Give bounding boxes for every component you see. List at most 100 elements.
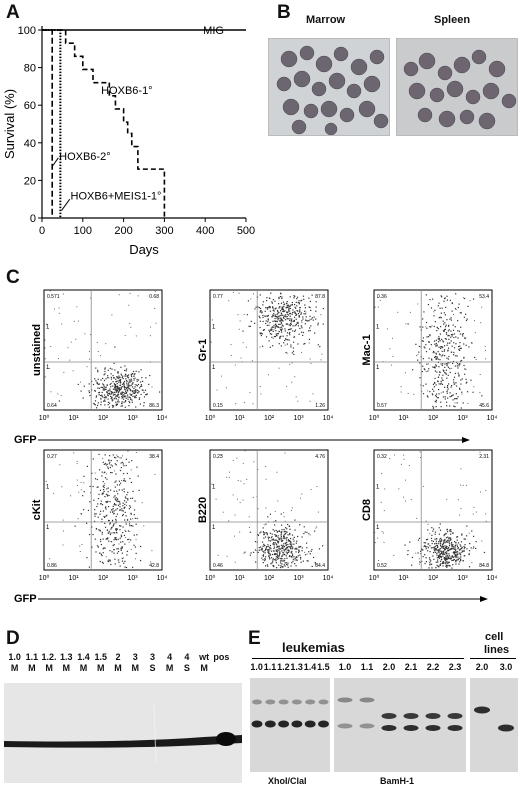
lane-label-bottom: M (200, 663, 208, 673)
blot-lane-label: 1.2. M (40, 652, 57, 674)
flow-x-tick: 10¹ (234, 415, 245, 422)
southern-lane-label: 1.1 (360, 662, 374, 672)
flow-x-tick: 10⁴ (487, 415, 498, 422)
gel-band (265, 699, 276, 705)
quadrant-value: 38.4 (149, 454, 159, 460)
marrow-cells-graphic (276, 45, 389, 135)
gel-band (318, 699, 329, 705)
southern-lane-label: 2.0 (475, 662, 489, 672)
series-line-hoxb6-meis1-1- (42, 29, 62, 218)
y-axis-title: Survival (%) (2, 89, 17, 159)
blot-lane-label: 1.3 M (58, 652, 75, 674)
leukemias-label: leukemias (282, 640, 345, 655)
x-axis-title: Days (129, 242, 159, 257)
flow-x-tick: 10¹ (234, 575, 245, 582)
lane-label-bottom: M (62, 663, 71, 673)
gel-band (278, 720, 290, 728)
southern-blot-bamh-image (334, 678, 466, 772)
quadrant-value: 0.77 (213, 294, 223, 300)
flow-x-tick: 10³ (127, 415, 138, 422)
gel-band (447, 725, 463, 731)
southern-lane-label: 1.1 (263, 662, 277, 672)
lane-label-bottom: pos (213, 652, 230, 662)
flow-x-tick: 10⁰ (39, 414, 50, 422)
blot-lane-label: pos (213, 652, 230, 663)
southern-blot-cell-lines-image (470, 678, 518, 772)
spleen-label: Spleen (434, 14, 471, 26)
flow-y-label: unstained (31, 324, 43, 376)
lane-label-top: 3 (149, 652, 155, 662)
series-line-hoxb6-1- (42, 29, 166, 218)
flow-y-tick: 1 (376, 484, 380, 490)
blot-lane-label: 1.0 M (6, 652, 23, 674)
y-tick-label: 80 (24, 63, 36, 75)
southern-lane-label: 2.2 (426, 662, 440, 672)
flow-x-tick: 10² (264, 575, 275, 582)
quadrant-value: 0.32 (377, 454, 387, 460)
flow-plot-b220: 0.23 4.76 0.46 84.4 B220 10⁰ 10¹ 10² 10³ 10⁴ 1 1 (197, 449, 333, 582)
lane-label-bottom: S (183, 663, 190, 673)
y-tick-label: 0 (30, 213, 36, 225)
lane-label-bottom: M (45, 663, 53, 673)
lane-label-top: wt (199, 652, 210, 662)
flow-x-tick: 10² (264, 415, 275, 422)
quadrant-value: 0.57 (377, 403, 387, 409)
flow-y-tick: 1 (46, 525, 50, 531)
quadrant-value: 0.36 (377, 294, 387, 300)
blot-lane-label: wt M (196, 652, 213, 674)
annotation-hoxb6-2: HOXB6-2° (59, 151, 110, 163)
flow-y-label: cKit (31, 499, 43, 520)
lane-label-top: 4 (184, 652, 190, 662)
flow-x-tick: 10² (428, 575, 439, 582)
quadrant-value: 87.8 (315, 294, 325, 300)
southern-blot-xhoi-image (250, 678, 330, 772)
lane-label-top: 3 (132, 652, 138, 662)
flow-plot-unstained: 0.571 0.68 0.64 86.3 unstained 10⁰ 10¹ 10² 10³ 10… (31, 289, 168, 422)
quadrant-value: 0.15 (213, 403, 223, 409)
lane-label-bottom: M (97, 663, 105, 673)
gel-band (474, 706, 490, 714)
gel-band (251, 720, 263, 728)
gel-band (291, 699, 302, 705)
lane-label-bottom: M (28, 663, 36, 673)
enzyme-bamh-label: BamH-1 (380, 776, 415, 786)
panel-letter-e: E (248, 628, 261, 649)
flow-x-tick: 10⁴ (323, 415, 334, 422)
flow-x-tick: 10¹ (398, 415, 409, 422)
western-blot-bands (4, 702, 242, 764)
flow-y-tick: 1 (212, 525, 216, 531)
leukemias-bracket (252, 658, 464, 659)
flow-x-tick: 10⁴ (157, 575, 168, 582)
gel-band (359, 697, 375, 703)
panel-letter-d: D (6, 628, 20, 649)
gel-band (425, 713, 441, 719)
southern-lane-label: 2.1 (404, 662, 418, 672)
southern-lane-label: 2.3 (448, 662, 462, 672)
flow-x-tick: 10⁰ (369, 574, 380, 582)
lane-label-bottom: M (114, 663, 122, 673)
gfp-axis-label-row2: GFP (14, 593, 37, 605)
quadrant-value: 0.52 (377, 563, 387, 569)
flow-y-tick: 1 (212, 484, 216, 490)
flow-plot-cd8: 0.32 2.31 0.52 84.8 CD8 10⁰ 10¹ 10² 10³ 10⁴ 1 1 (361, 449, 497, 582)
quadrant-value: 2.31 (479, 454, 489, 460)
flow-y-tick: 1 (46, 365, 50, 371)
cell-lines-bracket (470, 658, 516, 659)
panel-letter-c: C (6, 267, 20, 288)
flow-x-tick: 10⁴ (157, 415, 168, 422)
lane-label-top: 4 (167, 652, 173, 662)
flow-y-tick: 1 (376, 525, 380, 531)
quadrant-value: 0.68 (149, 294, 159, 300)
quadrant-value: 1.26 (315, 403, 325, 409)
blot-lane-label: 1.5 M (92, 652, 109, 674)
spleen-histology-image (396, 38, 518, 136)
gfp-arrowhead-row1 (462, 437, 470, 443)
lane-label-top: 1.3 (60, 652, 73, 662)
gel-band (318, 720, 329, 728)
flow-x-tick: 10¹ (68, 415, 79, 422)
flow-x-tick: 10³ (457, 415, 468, 422)
x-tick-label: 200 (114, 225, 132, 237)
